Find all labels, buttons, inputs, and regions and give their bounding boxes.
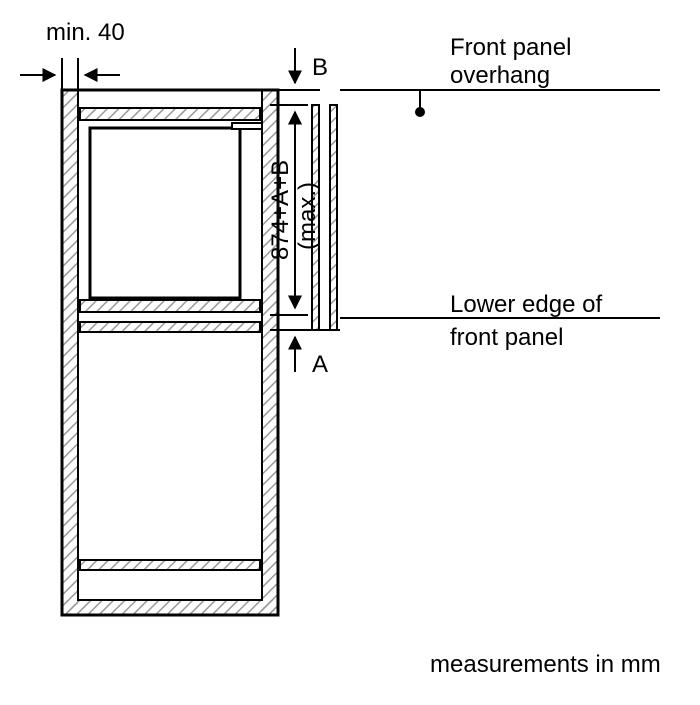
leader-lower-edge: Lower edge of front panel xyxy=(340,291,660,351)
label-front-panel-2: overhang xyxy=(450,62,550,89)
label-lower-1: Lower edge of xyxy=(450,291,602,318)
label-B: B xyxy=(312,54,328,81)
installation-diagram: min. 40 B A 874+A+B (max.) Front panel o… xyxy=(0,0,700,700)
label-front-panel-1: Front panel xyxy=(450,34,571,61)
label-A: A xyxy=(312,351,328,378)
label-lower-2: front panel xyxy=(450,324,563,351)
leader-front-panel: Front panel overhang xyxy=(340,34,660,117)
label-units: measurements in mm xyxy=(430,651,661,678)
dim-min40: min. 40 xyxy=(20,19,125,92)
shelf-1 xyxy=(80,322,260,332)
label-min40: min. 40 xyxy=(46,19,125,46)
appliance-door xyxy=(80,108,262,312)
label-max: (max.) xyxy=(294,182,321,250)
shelf-2 xyxy=(80,560,260,570)
label-874: 874+A+B xyxy=(267,160,294,260)
